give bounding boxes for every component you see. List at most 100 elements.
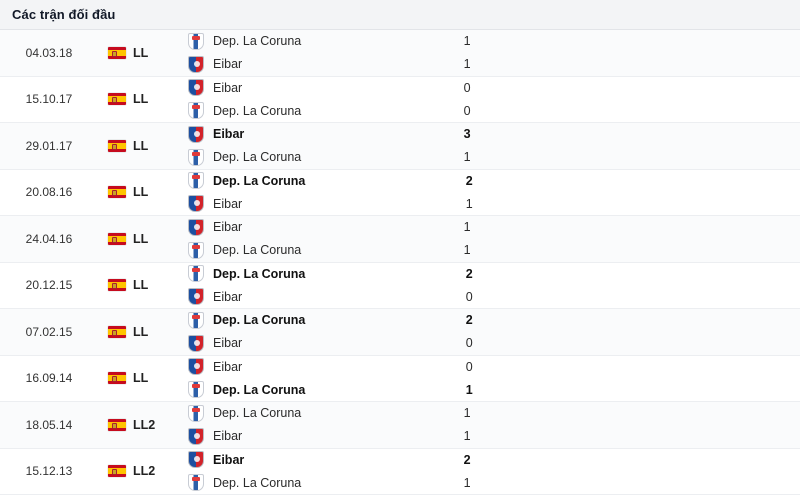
home-team-row[interactable]: Eibar	[188, 449, 436, 472]
eibar-badge	[188, 218, 204, 236]
away-score-row: 0	[436, 99, 666, 122]
away-team-row[interactable]: Eibar	[188, 285, 438, 308]
home-team-row[interactable]: Eibar	[188, 216, 436, 239]
table-row[interactable]: 29.01.17 LL Eibar Dep. La Coruna 3 1	[0, 123, 800, 170]
home-team-row[interactable]: Dep. La Coruna	[188, 170, 438, 193]
away-team-name: Dep. La Coruna	[213, 150, 302, 165]
eibar-badge	[188, 79, 204, 97]
league-label: LL	[133, 92, 149, 107]
deportivo-la-coruna-badge	[188, 265, 204, 283]
away-team-name: Dep. La Coruna	[213, 103, 302, 118]
eibar-badge	[188, 427, 204, 445]
eibar-badge	[188, 358, 204, 376]
away-score: 1	[465, 382, 473, 397]
league-label: LL	[133, 185, 149, 200]
table-row[interactable]: 24.04.16 LL Eibar Dep. La Coruna 1 1	[0, 216, 800, 263]
eibar-badge	[188, 125, 204, 143]
home-team-row[interactable]: Eibar	[188, 356, 438, 379]
match-teams: Eibar Dep. La Coruna	[176, 216, 436, 262]
home-score-row: 2	[438, 309, 668, 332]
home-team-row[interactable]: Dep. La Coruna	[188, 309, 438, 332]
row-spacer	[668, 309, 800, 355]
match-league[interactable]: LL	[98, 263, 176, 309]
deportivo-la-coruna-badge	[188, 404, 204, 422]
match-date: 04.03.18	[25, 45, 73, 60]
away-team-row[interactable]: Eibar	[188, 332, 438, 355]
deportivo-la-coruna-badge	[188, 241, 204, 259]
league-label: LL2	[133, 464, 156, 479]
home-score: 1	[463, 406, 471, 421]
match-teams: Dep. La Coruna Eibar	[176, 170, 438, 216]
home-score-row: 2	[438, 263, 668, 286]
table-row[interactable]: 16.09.14 LL Eibar Dep. La Coruna 0 1	[0, 355, 800, 402]
away-score-row: 1	[438, 378, 668, 401]
match-league[interactable]: LL	[98, 309, 176, 355]
away-team-row[interactable]: Eibar	[188, 53, 436, 76]
match-league[interactable]: LL	[98, 77, 176, 123]
match-league[interactable]: LL2	[98, 402, 176, 448]
match-league[interactable]: LL	[98, 30, 176, 76]
away-team-row[interactable]: Dep. La Coruna	[188, 471, 436, 494]
table-row[interactable]: 20.08.16 LL Dep. La Coruna Eibar 2 1	[0, 169, 800, 216]
row-spacer	[666, 123, 800, 169]
home-team-row[interactable]: Dep. La Coruna	[188, 30, 436, 53]
deportivo-la-coruna-badge	[188, 381, 204, 399]
match-league[interactable]: LL	[98, 216, 176, 262]
away-team-row[interactable]: Eibar	[188, 192, 438, 215]
match-league[interactable]: LL	[98, 356, 176, 402]
row-spacer	[666, 449, 800, 495]
home-score: 1	[463, 34, 471, 49]
spain-flag-icon	[108, 232, 126, 245]
home-team-row[interactable]: Eibar	[188, 77, 436, 100]
away-team-row[interactable]: Dep. La Coruna	[188, 99, 436, 122]
table-row[interactable]: 18.05.14 LL2 Dep. La Coruna Eibar 1 1	[0, 402, 800, 449]
home-team-row[interactable]: Eibar	[188, 123, 436, 146]
away-team-name: Dep. La Coruna	[213, 382, 306, 397]
match-league[interactable]: LL	[98, 123, 176, 169]
match-teams: Dep. La Coruna Eibar	[176, 402, 436, 448]
spain-flag-icon	[108, 372, 126, 385]
match-date: 07.02.15	[25, 324, 73, 339]
eibar-badge	[188, 195, 204, 213]
table-row[interactable]: 04.03.18 LL Dep. La Coruna Eibar 1 1	[0, 30, 800, 77]
deportivo-la-coruna-badge	[188, 172, 204, 190]
home-team-row[interactable]: Dep. La Coruna	[188, 263, 438, 286]
away-score-row: 0	[438, 285, 668, 308]
league-label: LL	[133, 231, 149, 246]
spain-flag-icon	[108, 418, 126, 431]
away-score: 0	[463, 103, 471, 118]
home-team-row[interactable]: Dep. La Coruna	[188, 402, 436, 425]
row-spacer	[668, 263, 800, 309]
home-score-row: 1	[436, 402, 666, 425]
match-teams: Dep. La Coruna Eibar	[176, 263, 438, 309]
away-team-name: Eibar	[213, 57, 243, 72]
away-team-row[interactable]: Dep. La Coruna	[188, 378, 438, 401]
home-score: 0	[463, 80, 471, 95]
spain-flag-icon	[108, 186, 126, 199]
away-team-row[interactable]: Dep. La Coruna	[188, 239, 436, 262]
match-league[interactable]: LL2	[98, 449, 176, 495]
away-team-row[interactable]: Eibar	[188, 425, 436, 448]
away-team-name: Eibar	[213, 289, 243, 304]
spain-flag-icon	[108, 139, 126, 152]
away-score: 0	[465, 289, 473, 304]
match-date: 15.12.13	[25, 464, 73, 479]
spain-flag-icon	[108, 46, 126, 59]
deportivo-la-coruna-badge	[188, 311, 204, 329]
away-score-row: 1	[436, 146, 666, 169]
match-league[interactable]: LL	[98, 170, 176, 216]
away-team-name: Eibar	[213, 336, 243, 351]
away-team-row[interactable]: Dep. La Coruna	[188, 146, 436, 169]
table-row[interactable]: 15.12.13 LL2 Eibar Dep. La Coruna 2 1	[0, 448, 800, 495]
away-score-row: 1	[436, 239, 666, 262]
table-row[interactable]: 07.02.15 LL Dep. La Coruna Eibar 2 0	[0, 309, 800, 356]
match-date: 16.09.14	[25, 371, 73, 386]
page-header: Các trận đối đầu	[0, 0, 800, 30]
home-score: 2	[465, 173, 473, 188]
eibar-badge	[188, 55, 204, 73]
table-row[interactable]: 15.10.17 LL Eibar Dep. La Coruna 0 0	[0, 76, 800, 123]
table-row[interactable]: 20.12.15 LL Dep. La Coruna Eibar 2 0	[0, 262, 800, 309]
